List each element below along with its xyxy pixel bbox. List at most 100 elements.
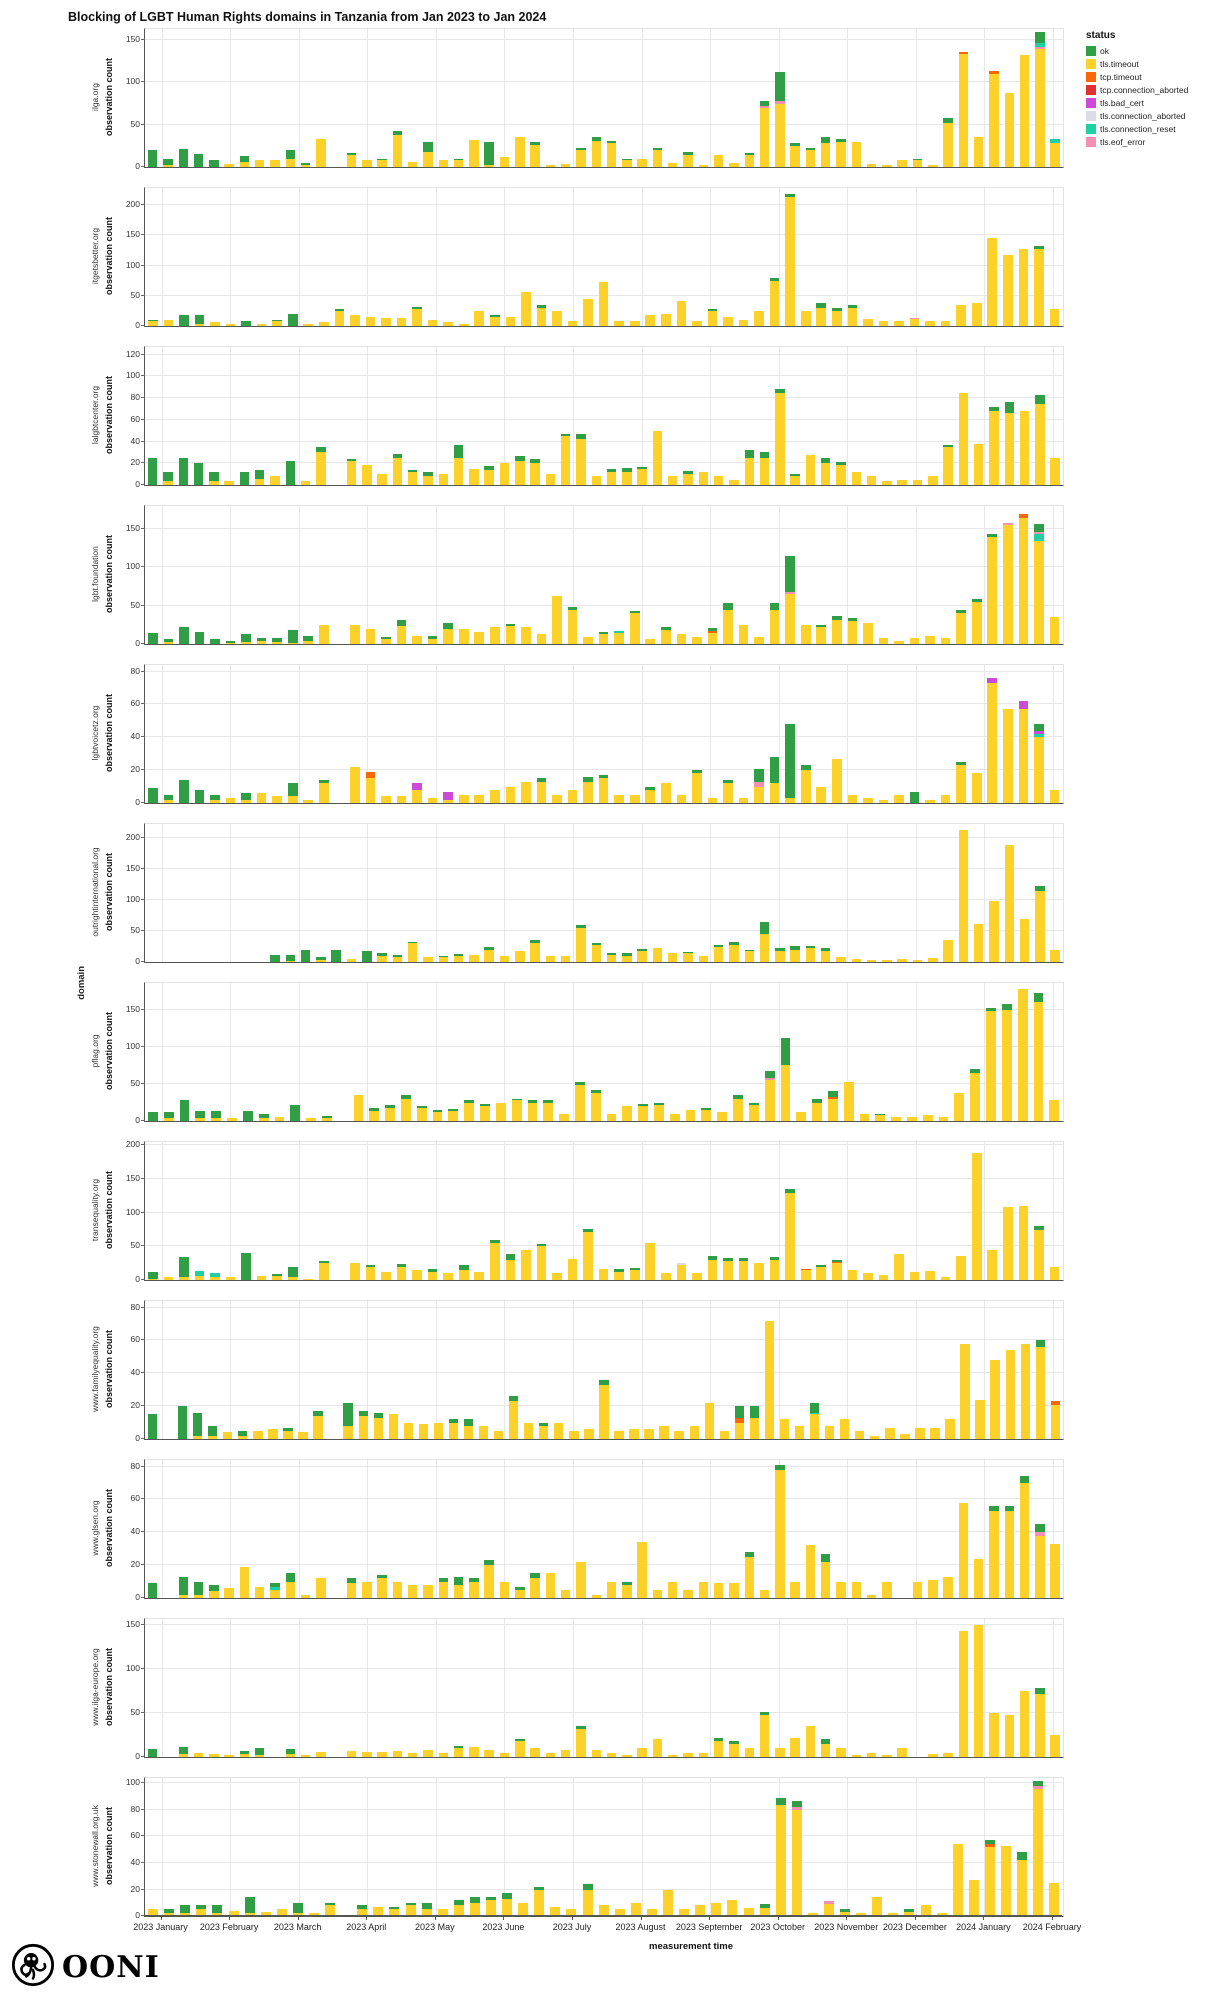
bar (164, 1909, 175, 1916)
bars-row (145, 1460, 1063, 1598)
y-tick-mark (141, 1372, 145, 1374)
bar-segment-ok (358, 1411, 368, 1416)
y-tick-mark (141, 1178, 145, 1179)
bar-segment-tls.timeout (1050, 949, 1060, 962)
bar-segment-tls.timeout (567, 321, 578, 326)
bar-segment-tcp.timeout (707, 631, 718, 633)
bar-segment-ok (256, 637, 267, 641)
bar-segment-ok (576, 924, 586, 928)
bar-segment-tls.timeout (759, 1714, 770, 1757)
y-tick-label: 200 (125, 1139, 140, 1150)
bar-segment-tls.timeout (303, 323, 314, 326)
y-gridline (145, 1306, 1063, 1308)
bar (489, 789, 500, 803)
bar-segment-tls.timeout (866, 1752, 877, 1757)
bar-segment-tls.timeout (318, 1263, 329, 1280)
month-gridline (641, 1619, 643, 1757)
month-gridline (230, 347, 232, 485)
bar-segment-ok (652, 148, 663, 151)
bar (350, 624, 360, 644)
y-tick-label: 150 (125, 523, 140, 533)
month-gridline (984, 506, 986, 644)
bar (882, 1755, 892, 1757)
bar-segment-ok (163, 472, 173, 481)
bar-segment-tls.timeout (469, 468, 479, 485)
bar (1049, 617, 1060, 644)
bar (629, 1429, 639, 1439)
bar-segment-tls.timeout (775, 103, 785, 167)
bar-segment-tls.timeout (800, 1269, 811, 1280)
bar (423, 1750, 433, 1757)
y-gridline (145, 1211, 1063, 1213)
bar (897, 958, 907, 962)
y-axis-label: observation count (104, 534, 114, 614)
bar-segment-ok (357, 1905, 368, 1910)
bar-segment-tls.timeout (464, 1102, 475, 1121)
facet-domain-label: www.familyequality.org (90, 1326, 100, 1412)
month-gridline (504, 1619, 506, 1757)
y-axis: 0 20 40 60 80 (118, 1300, 144, 1443)
bar-segment-ok (241, 1253, 251, 1280)
bar-segment-tls.timeout (346, 958, 357, 962)
bar-segment-ok (163, 638, 174, 642)
bar (567, 789, 578, 803)
bar-segment-tls.timeout (971, 303, 982, 326)
bar-segment-ok (723, 603, 733, 611)
bar (518, 1902, 529, 1916)
bar (707, 627, 718, 644)
bar (928, 1579, 938, 1598)
bar (515, 137, 525, 167)
bar-segment-ok (178, 1576, 188, 1595)
month-gridline (915, 1778, 917, 1916)
bar-segment-tls.timeout (940, 794, 951, 803)
bar (358, 1411, 368, 1439)
bar-segment-tls.timeout (973, 137, 984, 167)
month-gridline (298, 347, 300, 485)
month-gridline (367, 1460, 369, 1598)
bar-segment-tls.timeout (256, 793, 267, 803)
bar-segment-tls.timeout (276, 1909, 287, 1916)
y-tick-label: 0 (135, 1910, 140, 1920)
bar-segment-tls.timeout (646, 1909, 657, 1916)
bar-segment-tls.timeout (1050, 1404, 1061, 1439)
bar-segment-ok (407, 941, 418, 944)
bar-segment-tls.timeout (723, 783, 733, 803)
bar-segment-ok (300, 949, 311, 962)
bar (177, 1406, 188, 1439)
bar (584, 1429, 594, 1439)
bar-segment-tls.timeout (591, 476, 601, 485)
bar-segment-tls.eof_error (775, 101, 785, 104)
month-gridline (572, 1460, 574, 1598)
bar (545, 1573, 556, 1598)
bar-segment-tls.timeout (912, 479, 923, 485)
bar (866, 476, 877, 485)
bar-segment-tls.timeout (521, 1249, 531, 1280)
bar-segment-tls.timeout (661, 313, 671, 326)
bar (598, 631, 609, 644)
bar-segment-tls.timeout (912, 1581, 923, 1598)
bar-segment-tls.timeout (820, 463, 831, 485)
bar-segment-tls.timeout (796, 1112, 807, 1121)
bar-segment-tls.timeout (407, 472, 418, 485)
bar-segment-tls.timeout (897, 160, 907, 167)
bar (973, 923, 984, 962)
bar (484, 1750, 494, 1757)
bar-segment-ok (377, 952, 387, 956)
bar-segment-tls.timeout (255, 1586, 265, 1598)
bar (701, 1107, 712, 1121)
month-gridline (1052, 347, 1054, 485)
y-axis-label: observation count (104, 1488, 114, 1568)
bar (443, 791, 453, 803)
bar (614, 1430, 624, 1439)
bar-segment-tls.timeout (930, 1427, 940, 1439)
bar-segment-tls.timeout (365, 629, 376, 644)
bar-segment-tls.timeout (645, 315, 656, 326)
bar-segment-tls.timeout (224, 163, 234, 167)
bar-segment-tls.timeout (904, 1912, 915, 1916)
bar (210, 638, 220, 644)
status-legend: status ok tls.timeout tcp.timeout tcp.co… (1086, 30, 1204, 148)
bar (614, 1269, 624, 1280)
bar-segment-tls.timeout (1049, 617, 1060, 644)
bar-segment-tls.timeout (576, 1561, 586, 1598)
bar (508, 1396, 519, 1439)
